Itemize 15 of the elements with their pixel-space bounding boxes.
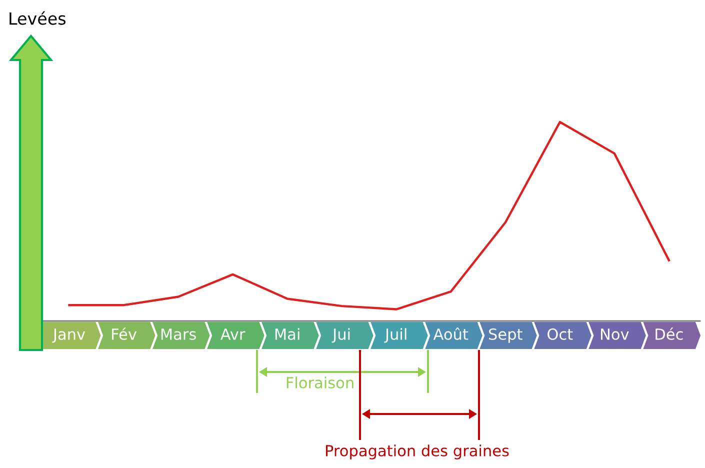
x-tick-label: Avr [220,328,246,340]
x-tick-label: Nov [601,328,629,340]
text: Floraison [286,376,354,388]
text: Propagation des graines [326,444,509,460]
x-tick-label: Déc [656,327,683,340]
x-tick-label: Fév [112,327,137,340]
x-tick-label: Jui [332,328,350,343]
x-tick-label: Mai [275,328,300,340]
x-tick-label: Janv [52,328,86,343]
x-tick-label: Oct [548,328,573,340]
x-tick-label: Août [433,327,468,340]
x-tick-label: Juil [384,328,406,343]
x-tick-label: Mars [161,328,196,340]
x-tick-label: Sept [488,328,522,343]
text: Levées [10,11,66,25]
